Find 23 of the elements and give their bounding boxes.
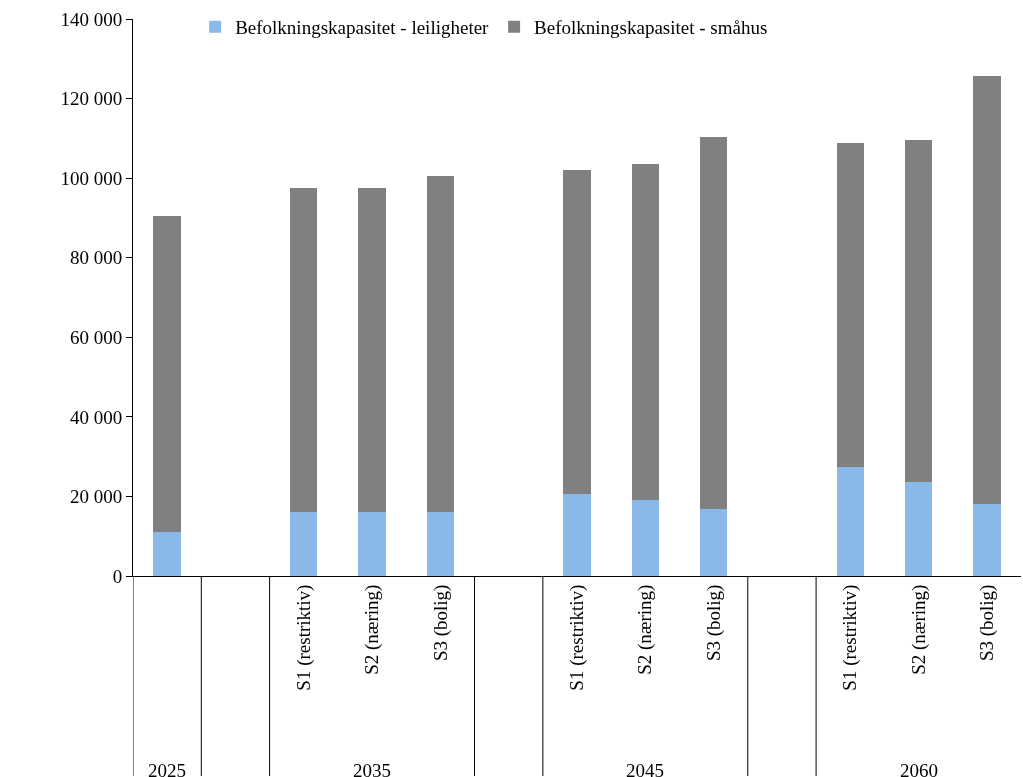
x-tick-label: S3 (bolig) xyxy=(976,584,999,662)
x-tick-label: S1 (restriktiv) xyxy=(566,584,589,691)
legend-label: Befolkningskapasitet - leiligheter xyxy=(235,17,490,39)
y-tick-label: 140 000 xyxy=(60,8,123,30)
y-tick-label: 0 xyxy=(112,565,123,587)
text: 2035 xyxy=(353,760,391,777)
x-tick-label: S1 (restriktiv) xyxy=(292,584,315,691)
x-tick-label: S1 (restriktiv) xyxy=(839,584,862,691)
x-tick-label: S2 (næring) xyxy=(361,584,384,675)
legend-label: Befolkningskapasitet - småhus xyxy=(534,17,768,39)
x-tick-label: S3 (bolig) xyxy=(429,584,452,662)
y-tick-label: 80 000 xyxy=(69,247,123,269)
y-tick-label: 60 000 xyxy=(69,326,123,348)
y-tick-label: 100 000 xyxy=(60,167,123,189)
y-tick-label: 40 000 xyxy=(69,406,123,428)
x-tick-label: S3 (bolig) xyxy=(702,584,725,662)
text: 2025 xyxy=(148,760,186,777)
text: 2045 xyxy=(626,760,664,777)
x-tick-label: S2 (næring) xyxy=(634,584,657,675)
y-tick-label: 120 000 xyxy=(60,88,123,110)
text: 2060 xyxy=(900,760,938,777)
x-tick-label: S2 (næring) xyxy=(907,584,930,675)
y-tick-label: 20 000 xyxy=(69,486,123,508)
